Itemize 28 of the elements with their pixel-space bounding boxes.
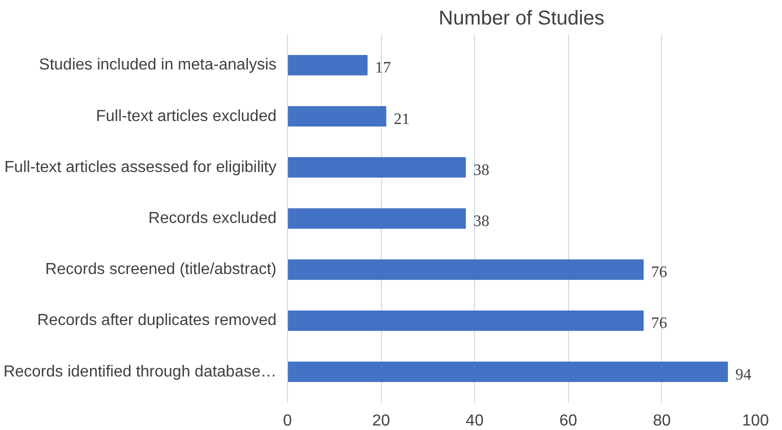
x-tick-label: 100 <box>742 412 769 430</box>
bar <box>288 54 368 76</box>
y-tick-label: Records excluded <box>148 210 277 227</box>
x-tick-label: 20 <box>372 412 390 430</box>
x-tick-label: 40 <box>466 412 484 430</box>
bar <box>288 157 466 178</box>
y-tick-label: Full-text articles excluded <box>96 108 276 125</box>
y-tick-label: Records identified through database… <box>3 363 276 380</box>
y-tick-label: Records after duplicates removed <box>37 312 277 330</box>
data-label: 38 <box>473 162 490 179</box>
y-tick-label: Records screened (title/abstract) <box>45 261 276 278</box>
data-label: 76 <box>651 264 668 282</box>
bar <box>288 106 386 126</box>
bar <box>288 208 466 229</box>
y-tick-label: Studies included in meta-analysis <box>39 56 277 74</box>
bar <box>288 362 728 382</box>
chart-title: Number of Studies <box>438 8 604 30</box>
x-tick-label: 0 <box>283 412 292 430</box>
data-label: 21 <box>394 110 410 128</box>
data-label: 76 <box>651 315 668 332</box>
x-tick-label: 80 <box>653 412 671 430</box>
bar <box>288 259 644 280</box>
bar <box>288 310 644 331</box>
data-label: 17 <box>375 60 392 77</box>
x-tick-label: 60 <box>559 412 578 430</box>
data-label: 94 <box>735 366 752 384</box>
y-tick-label: Full-text articles assessed for eligibility <box>4 158 276 176</box>
data-label: 38 <box>473 213 490 230</box>
